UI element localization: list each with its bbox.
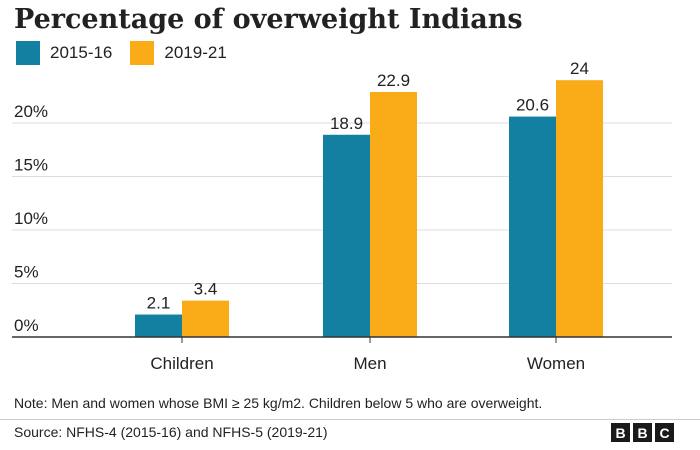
legend-item-2015-16: 2015-16 [16,41,112,65]
bar-chart: 0% 5% 10% 15% 20% 2.1 3.4 Children 18.9 22.9 Men 20… [12,59,672,373]
bar [370,91,417,337]
y-tick-label: 20% [14,102,48,121]
bar [509,116,556,337]
bbc-logo: B B C [608,423,674,442]
legend: 2015-16 2019-21 [16,41,245,65]
chart-note: Note: Men and women whose BMI ≥ 25 kg/m2… [14,395,543,411]
y-tick-label: 0% [14,316,39,335]
legend-swatch-2015-16 [16,41,40,65]
y-tick-label: 10% [14,209,48,228]
data-label: 2.1 [147,294,171,313]
chart-source: Source: NFHS-4 (2015-16) and NFHS-5 (201… [14,424,328,440]
bbc-logo-letter: B [611,423,630,442]
bar [556,80,603,337]
footer-divider [0,419,700,420]
legend-label-2015-16: 2015-16 [50,43,113,62]
x-tick-label: Children [150,354,213,373]
legend-item-2019-21: 2019-21 [130,41,227,65]
bar [323,134,370,337]
data-label: 18.9 [330,114,363,133]
y-tick-label: 5% [14,263,39,282]
legend-label-2019-21: 2019-21 [164,43,227,62]
data-label: 3.4 [194,280,218,299]
data-label: 22.9 [377,71,410,90]
bar [182,300,229,337]
legend-swatch-2019-21 [130,41,155,65]
y-tick-label: 15% [14,156,48,175]
bbc-logo-letter: C [655,423,674,442]
bar [135,314,182,337]
x-tick-label: Men [353,354,386,373]
data-label: 20.6 [516,96,549,115]
chart-title: Percentage of overweight Indians [14,4,523,35]
data-label: 24 [570,59,589,78]
x-tick-label: Women [527,354,585,373]
bbc-logo-letter: B [633,423,652,442]
